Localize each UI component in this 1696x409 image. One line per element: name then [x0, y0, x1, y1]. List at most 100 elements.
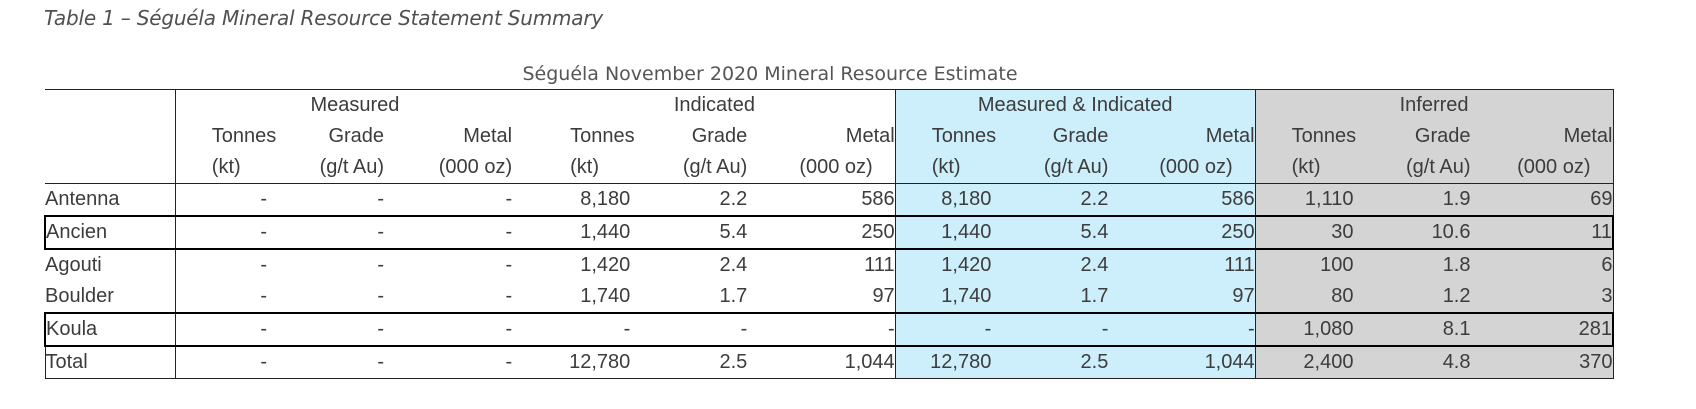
group-inferred: Inferred: [1254, 89, 1614, 121]
table-title: Séguéla November 2020 Mineral Resource E…: [522, 63, 1018, 85]
cell-indicated-metal: 111: [864, 254, 895, 276]
group-indicated: Indicated: [534, 89, 896, 121]
cell-inferred-metal: 69: [1492, 183, 1614, 216]
cell-measured-metal: -: [505, 188, 513, 210]
cell-indicated-tonnes: 1,420: [580, 254, 631, 276]
cell-measured-tonnes: -: [174, 183, 290, 216]
header-grade-unit: (g/t Au): [1013, 152, 1131, 184]
cell-indicated-grade: -: [652, 312, 770, 347]
row-label: Boulder: [45, 285, 114, 307]
header-metal-unit: (000 oz): [1130, 152, 1256, 184]
cell-mi-grade: 2.4: [1013, 249, 1131, 281]
header-metal: Metal: [845, 125, 895, 147]
header-metal-unit: (000 oz): [1492, 152, 1614, 184]
cell-indicated-tonnes: 1,740: [580, 285, 631, 307]
cell-inferred-metal: 370: [1492, 346, 1614, 379]
cell-measured-grade: -: [377, 188, 385, 210]
header-tonnes: Tonnes: [174, 121, 290, 152]
cell-inferred-metal: 3: [1492, 281, 1614, 313]
cell-mi-metal: -: [1130, 312, 1256, 347]
header-grade-unit: (g/t Au): [652, 152, 770, 184]
cell-indicated-grade: 2.2: [719, 188, 748, 210]
cell-indicated-metal: 586: [861, 188, 895, 210]
header-tonnes: Tonnes: [894, 121, 1014, 152]
cell-indicated-tonnes: 12,780: [534, 346, 653, 379]
header-metal-unit: (000 oz): [769, 152, 896, 184]
cell-mi-tonnes: -: [894, 312, 1014, 347]
cell-mi-metal: 586: [1130, 183, 1256, 216]
header-blank: [45, 152, 176, 184]
cell-mi-tonnes: 12,780: [894, 346, 1014, 379]
cell-measured-grade: -: [377, 254, 385, 276]
cell-inferred-tonnes: 1,080: [1254, 312, 1376, 347]
cell-measured-metal: -: [505, 285, 513, 307]
header-grade: Grade: [1375, 121, 1493, 152]
cell-indicated-tonnes: -: [534, 312, 653, 347]
header-tonnes-unit: (kt): [1254, 152, 1376, 184]
cell-indicated-metal: 97: [872, 285, 895, 307]
cell-indicated-grade: 5.4: [652, 215, 770, 250]
cell-measured-tonnes: -: [174, 249, 290, 281]
cell-inferred-grade: 1.8: [1375, 249, 1493, 281]
cell-inferred-metal: 281: [1492, 312, 1614, 347]
cell-measured-tonnes: -: [174, 312, 290, 347]
header-metal: Metal: [1492, 121, 1614, 152]
cell-measured-metal: -: [406, 312, 535, 347]
cell-mi-tonnes: 1,420: [894, 249, 1014, 281]
header-metal-unit: (000 oz): [406, 152, 535, 184]
header-corner: [45, 89, 176, 121]
cell-mi-metal: 250: [1130, 215, 1256, 250]
cell-mi-grade: 1.7: [1013, 281, 1131, 313]
cell-mi-metal: 1,044: [1130, 346, 1256, 379]
header-grade-unit: (g/t Au): [1375, 152, 1493, 184]
cell-measured-tonnes: -: [174, 281, 290, 313]
header-grade: Grade: [1013, 121, 1131, 152]
cell-inferred-tonnes: 100: [1254, 249, 1376, 281]
row-label: Ancien: [43, 215, 176, 250]
header-tonnes: Tonnes: [1254, 121, 1376, 152]
table-row-ancien: Ancien - - - 1,440 5.4 250 1,440 5.4 250…: [43, 215, 1614, 250]
cell-measured-tonnes: -: [174, 346, 290, 379]
table-row-total: Total - - - 12,780 2.5 1,044 12,780 2.5 …: [44, 346, 1614, 379]
header-grade: Grade: [691, 125, 748, 147]
cell-inferred-tonnes: 80: [1254, 281, 1376, 313]
cell-indicated-grade: 1.7: [719, 285, 748, 307]
cell-measured-grade: -: [289, 215, 407, 250]
cell-mi-grade: 5.4: [1013, 215, 1131, 250]
row-label: Agouti: [45, 254, 102, 276]
cell-indicated-tonnes: 1,440: [534, 215, 653, 250]
header-metal: Metal: [1130, 121, 1256, 152]
header-metal: Metal: [463, 125, 513, 147]
table-caption: Table 1 – Séguéla Mineral Resource State…: [44, 6, 604, 30]
header-tonnes-unit: (kt): [174, 152, 290, 184]
cell-measured-grade: -: [289, 312, 407, 347]
cell-inferred-metal: 6: [1492, 249, 1614, 281]
cell-inferred-grade: 4.8: [1375, 346, 1493, 379]
cell-inferred-metal: 11: [1492, 215, 1614, 250]
cell-inferred-grade: 10.6: [1375, 215, 1493, 250]
row-label: Total: [44, 346, 176, 379]
cell-measured-tonnes: -: [174, 215, 290, 250]
header-group-row: Measured Indicated Measured & Indicated …: [45, 89, 1614, 121]
table-row-antenna: Antenna - - - 8,180 2.2 586 8,180 2.2 58…: [45, 183, 1614, 216]
row-label: Antenna: [45, 188, 120, 210]
cell-inferred-tonnes: 30: [1254, 215, 1376, 250]
cell-inferred-tonnes: 1,110: [1254, 183, 1376, 216]
cell-mi-metal: 97: [1130, 281, 1256, 313]
cell-inferred-grade: 1.9: [1375, 183, 1493, 216]
cell-inferred-grade: 8.1: [1375, 312, 1493, 347]
cell-indicated-tonnes: 8,180: [580, 188, 631, 210]
cell-mi-metal: 111: [1130, 249, 1256, 281]
group-measured-indicated: Measured & Indicated: [894, 89, 1256, 121]
cell-measured-metal: -: [406, 215, 535, 250]
cell-measured-grade: -: [289, 346, 407, 379]
cell-measured-grade: -: [377, 285, 385, 307]
mineral-resource-table: Measured Indicated Measured & Indicated …: [43, 89, 1614, 379]
cell-indicated-grade: 2.5: [652, 346, 770, 379]
header-unit-row: (kt) (g/t Au) (000 oz) (kt) (g/t Au) (00…: [45, 152, 1614, 184]
cell-indicated-metal: -: [769, 312, 896, 347]
row-label: Koula: [43, 312, 176, 347]
cell-mi-tonnes: 1,740: [894, 281, 1014, 313]
header-blank: [45, 121, 175, 152]
table-row-boulder: Boulder - - - 1,740 1.7 97 1,740 1.7 97 …: [45, 281, 1614, 313]
